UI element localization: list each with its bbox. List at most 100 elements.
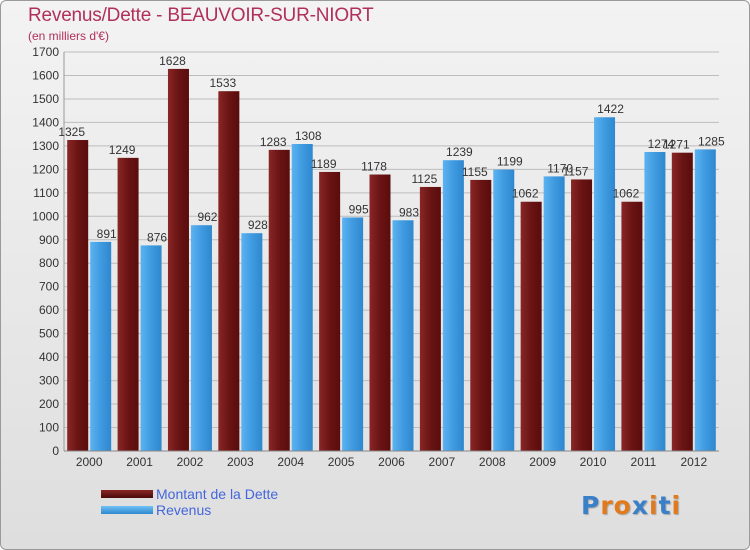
bar-dette: [571, 179, 593, 451]
y-tick-label: 1000: [32, 209, 59, 223]
data-label: 891: [97, 227, 117, 241]
x-tick-label: 2007: [429, 455, 456, 469]
data-labels: 1325 891 1249 876 1628 962 1533 928 1283 1308 1189…: [58, 54, 725, 244]
y-tick-label: 1100: [33, 186, 59, 200]
bar-dette: [117, 157, 139, 451]
data-label: 1422: [597, 102, 624, 116]
bar-dette: [218, 91, 240, 451]
data-label: 983: [399, 205, 419, 219]
bar-revenus: [644, 151, 666, 451]
logo-letter: x: [631, 491, 649, 520]
legend-swatch-revenus: [101, 506, 153, 514]
data-label: 1189: [311, 157, 337, 171]
x-tick-label: 2001: [126, 455, 153, 469]
y-tick-label: 1400: [32, 115, 59, 129]
data-label: 1285: [698, 134, 725, 148]
legend-swatch-dette: [101, 490, 153, 498]
data-label: 1533: [209, 76, 236, 90]
x-tick-label: 2006: [378, 455, 405, 469]
bar-revenus: [342, 217, 364, 451]
data-label: 995: [349, 202, 369, 216]
y-tick-label: 500: [39, 327, 59, 341]
data-label: 1308: [295, 129, 322, 143]
bars: [64, 68, 719, 452]
logo-letter: o: [613, 491, 632, 520]
data-label: 1283: [260, 135, 287, 149]
y-tick-label: 800: [39, 256, 59, 270]
bar-dette: [419, 186, 441, 452]
logo-letter: i: [649, 491, 659, 520]
bar-revenus: [140, 245, 162, 451]
legend-label-revenus: Revenus: [156, 502, 212, 518]
data-label: 1199: [497, 155, 523, 169]
bar-revenus: [493, 169, 515, 451]
data-label: 928: [248, 218, 268, 232]
bar-dette: [621, 201, 643, 451]
y-tick-label: 300: [39, 374, 59, 388]
bar-dette: [470, 179, 492, 451]
x-tick-label: 2009: [529, 455, 556, 469]
bar-revenus: [291, 144, 313, 451]
bar-dette: [671, 152, 693, 451]
logo-letter: t: [658, 491, 672, 520]
bar-revenus: [594, 117, 616, 452]
y-tick-label: 1200: [32, 162, 59, 176]
data-label: 1062: [613, 187, 640, 201]
proxiti-logo: Proxiti: [581, 491, 681, 520]
x-axis: 2000 2001 2002 2003 2004 2005 2006 2007 2008 2009…: [76, 455, 708, 469]
legend-label-dette: Montant de la Dette: [156, 486, 279, 502]
y-axis: 0 100 200 300 400 500 600 700 800 900 1000 1100 1200…: [32, 45, 59, 458]
x-tick-label: 2002: [177, 455, 204, 469]
bar-dette: [268, 149, 290, 451]
bar-revenus: [442, 160, 464, 452]
bar-dette: [319, 171, 341, 452]
x-tick-label: 2008: [479, 455, 506, 469]
bar-revenus: [90, 241, 112, 451]
chart-subtitle: (en milliers d'€): [28, 29, 109, 43]
logo-letter: i: [671, 491, 682, 520]
x-tick-label: 2004: [277, 455, 304, 469]
bar-dette: [167, 68, 189, 451]
y-tick-label: 700: [39, 280, 59, 294]
bar-revenus: [694, 149, 716, 451]
data-label: 1157: [563, 164, 589, 178]
data-label: 1325: [58, 125, 85, 139]
data-label: 1178: [361, 160, 387, 174]
x-tick-label: 2003: [227, 455, 254, 469]
y-tick-label: 1700: [32, 45, 59, 59]
data-label: 876: [147, 230, 167, 244]
logo-letter: r: [600, 491, 614, 520]
data-label: 1155: [462, 165, 488, 179]
x-tick-label: 2012: [680, 455, 707, 469]
x-tick-label: 2005: [328, 455, 355, 469]
bar-dette: [369, 174, 391, 451]
y-tick-label: 0: [52, 444, 59, 458]
y-tick-label: 100: [39, 421, 59, 435]
y-tick-label: 1500: [32, 92, 59, 106]
y-tick-label: 400: [39, 350, 59, 364]
chart-title: Revenus/Dette - BEAUVOIR-SUR-NIORT: [28, 5, 374, 26]
data-label: 1274: [648, 137, 675, 151]
data-label: 1628: [159, 54, 186, 68]
logo-letter: P: [581, 491, 601, 520]
x-tick-label: 2010: [580, 455, 607, 469]
y-tick-label: 600: [39, 303, 59, 317]
y-tick-label: 200: [39, 397, 59, 411]
bar-dette: [520, 201, 542, 451]
x-tick-label: 2011: [631, 455, 657, 469]
data-label: 1239: [446, 145, 473, 159]
data-label: 962: [197, 210, 217, 224]
y-tick-label: 1600: [32, 68, 59, 82]
y-tick-label: 900: [39, 233, 59, 247]
data-label: 1249: [109, 143, 136, 157]
bar-revenus: [543, 176, 565, 452]
y-tick-label: 1300: [32, 139, 59, 153]
x-tick-label: 2000: [76, 455, 103, 469]
bar-revenus: [392, 220, 414, 451]
bar-dette: [67, 140, 89, 451]
data-label: 1062: [512, 187, 539, 201]
bar-revenus: [241, 233, 263, 451]
bar-revenus: [190, 225, 212, 451]
